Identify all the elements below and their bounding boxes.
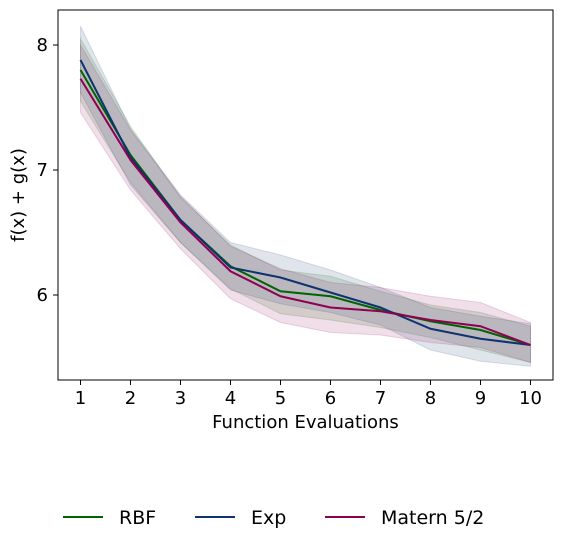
- x-tick-label: 4: [225, 388, 236, 409]
- y-axis-label: f(x) + g(x): [8, 148, 29, 242]
- x-tick-label: 8: [425, 388, 436, 409]
- x-axis-ticks: 1 2 3 4 5 6 7 8 9 10: [75, 380, 542, 409]
- legend-label-2: Exp: [251, 507, 286, 529]
- x-tick-label: 2: [125, 388, 136, 409]
- confidence-bands: [80, 26, 531, 367]
- x-tick-label: 6: [325, 388, 336, 409]
- y-tick-label: 7: [37, 160, 48, 181]
- legend-label-1: RBF: [119, 507, 156, 529]
- x-tick-label: 5: [275, 388, 286, 409]
- y-tick-label: 8: [37, 35, 48, 56]
- y-tick-label: 6: [37, 285, 48, 306]
- series-line-3: [79, 78, 531, 346]
- x-tick-label: 1: [75, 388, 86, 409]
- plot-frame: [57, 9, 554, 381]
- y-axis-ticks: 6 7 8: [37, 35, 58, 306]
- x-tick-label: 3: [175, 388, 186, 409]
- x-tick-label: 10: [519, 388, 542, 409]
- legend: RBF Exp Matern 5/2: [63, 507, 484, 529]
- band-3: [80, 43, 531, 364]
- band-1: [80, 36, 531, 364]
- x-tick-label: 9: [475, 388, 486, 409]
- series-line-2: [79, 59, 531, 346]
- x-axis-label: Function Evaluations: [212, 412, 399, 433]
- x-tick-label: 7: [375, 388, 386, 409]
- series-lines: [79, 59, 531, 346]
- legend-label-3: Matern 5/2: [381, 507, 484, 529]
